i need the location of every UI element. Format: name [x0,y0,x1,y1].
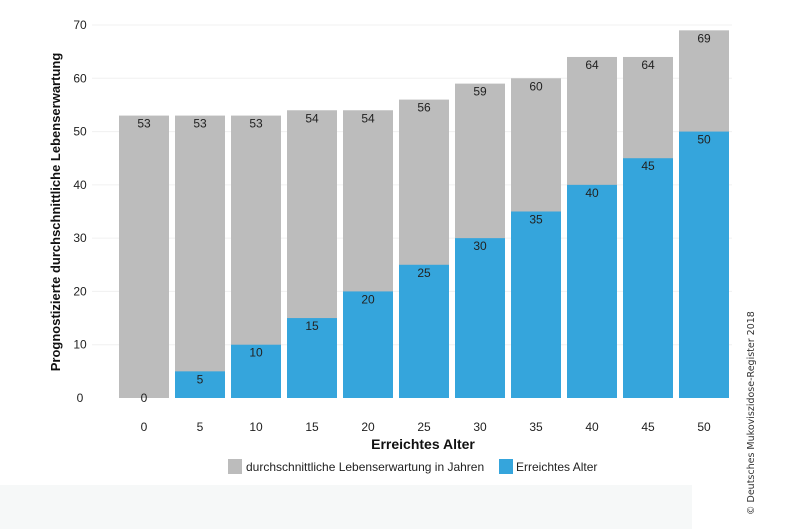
x-tick-label: 45 [641,420,655,434]
data-label-erreichtes-alter: 25 [417,266,431,280]
x-tick-label: 25 [417,420,431,434]
x-tick-label: 20 [361,420,375,434]
bottom-band [0,485,692,529]
x-tick-label: 35 [529,420,543,434]
data-label-erreichtes-alter: 30 [473,239,487,253]
y-tick-label: 60 [73,71,87,85]
x-tick-label: 30 [473,420,487,434]
y-tick-label: 10 [73,338,87,352]
bar-erreichtes-alter [455,238,505,398]
y-tick-label: 70 [73,18,87,32]
x-tick-label: 5 [197,420,204,434]
bar-erreichtes-alter [343,291,393,398]
x-tick-label: 15 [305,420,319,434]
y-axis-title: Prognostizierte durchschnittliche Lebens… [48,53,63,372]
bar-lebenserwartung [175,115,225,398]
bar-erreichtes-alter [231,344,281,398]
data-label-lebenserwartung: 53 [137,117,151,131]
y-tick-label: 40 [73,178,87,192]
data-label-lebenserwartung: 64 [641,58,655,72]
legend-label-lebenserwartung: durchschnittliche Lebenserwartung in Jah… [246,460,484,474]
data-label-erreichtes-alter: 5 [197,372,204,386]
data-label-lebenserwartung: 54 [361,111,375,125]
bar-erreichtes-alter [567,184,617,398]
legend-swatch-lebenserwartung [228,459,242,474]
data-label-lebenserwartung: 64 [585,58,599,72]
legend-label-erreichtes-alter: Erreichtes Alter [516,460,597,474]
x-tick-label: 10 [249,420,263,434]
bar-erreichtes-alter [679,131,729,399]
bar-erreichtes-alter [511,211,561,398]
legend-swatch-erreichtes-alter [499,459,513,474]
data-label-lebenserwartung: 56 [417,101,431,115]
x-tick-label: 40 [585,420,599,434]
data-label-erreichtes-alter: 35 [529,213,543,227]
data-label-lebenserwartung: 53 [249,117,263,131]
data-label-lebenserwartung: 54 [305,111,319,125]
y-tick-label: 0 [77,391,84,405]
data-label-erreichtes-alter: 45 [641,159,655,173]
data-label-erreichtes-alter: 10 [249,346,263,360]
y-tick-label: 20 [73,284,87,298]
source-credit: © Deutsches Mukoviszidose-Register 2018 [746,311,757,515]
data-label-lebenserwartung: 69 [697,31,711,45]
bar-erreichtes-alter [623,158,673,398]
x-tick-label: 50 [697,420,711,434]
bar-erreichtes-alter [287,318,337,398]
data-label-erreichtes-alter: 15 [305,319,319,333]
data-label-erreichtes-alter: 20 [361,292,375,306]
data-label-erreichtes-alter: 50 [697,133,711,147]
bar-erreichtes-alter [399,264,449,398]
y-tick-label: 30 [73,231,87,245]
data-label-lebenserwartung: 59 [473,85,487,99]
y-tick-label: 50 [73,125,87,139]
bar-erreichtes-alter [175,371,225,398]
bar-lebenserwartung [119,115,169,398]
data-label-lebenserwartung: 53 [193,117,207,131]
x-tick-label: 0 [141,420,148,434]
data-label-lebenserwartung: 60 [529,79,543,93]
data-label-erreichtes-alter: 0 [141,391,148,405]
data-label-erreichtes-alter: 40 [585,186,599,200]
x-axis-title: Erreichtes Alter [371,436,475,452]
